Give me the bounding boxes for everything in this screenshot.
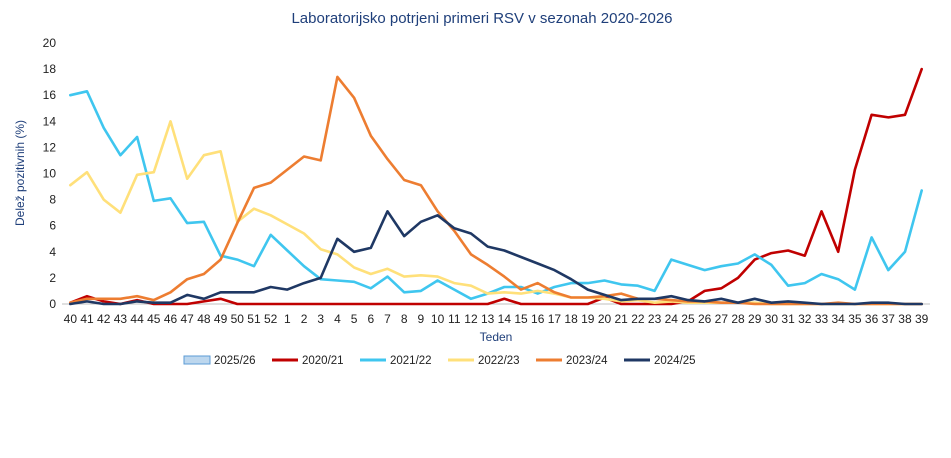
x-tick-label: 49 — [214, 312, 228, 326]
y-tick-label: 18 — [43, 62, 57, 76]
y-axis-label: Delež pozitivnih (%) — [13, 120, 27, 226]
x-tick-label: 29 — [748, 312, 762, 326]
x-tick-label: 30 — [765, 312, 779, 326]
legend-swatch — [183, 355, 211, 365]
x-tick-label: 4 — [334, 312, 341, 326]
y-tick-label: 20 — [43, 36, 57, 50]
x-tick-label: 40 — [64, 312, 78, 326]
x-tick-label: 51 — [247, 312, 261, 326]
x-tick-label: 1 — [284, 312, 291, 326]
x-tick-label: 27 — [715, 312, 729, 326]
series-line-2023-24 — [69, 75, 924, 306]
x-tick-label: 43 — [114, 312, 128, 326]
legend-label: 2025/26 — [214, 355, 256, 367]
legend-label: 2024/25 — [654, 355, 696, 367]
x-axis-label: Teden — [480, 330, 513, 344]
x-tick-label: 44 — [130, 312, 144, 326]
legend-label: 2023/24 — [566, 355, 608, 367]
x-tick-label: 48 — [197, 312, 211, 326]
x-tick-label: 7 — [384, 312, 391, 326]
x-tick-label: 23 — [648, 312, 662, 326]
y-tick-label: 14 — [43, 114, 57, 128]
y-axis: 0 2 4 6 8 10 12 14 16 18 20 — [43, 36, 57, 311]
x-tick-label: 6 — [367, 312, 374, 326]
x-tick-label: 21 — [615, 312, 629, 326]
x-tick-label: 34 — [832, 312, 846, 326]
x-tick-label: 46 — [164, 312, 178, 326]
x-tick-label: 28 — [731, 312, 745, 326]
y-tick-label: 6 — [49, 219, 56, 233]
x-tick-label: 17 — [548, 312, 562, 326]
y-tick-label: 0 — [49, 297, 56, 311]
y-tick-label: 4 — [49, 245, 56, 259]
x-tick-label: 37 — [882, 312, 896, 326]
series-line-2020-21 — [69, 67, 924, 306]
x-tick-label: 45 — [147, 312, 161, 326]
x-tick-label: 32 — [798, 312, 812, 326]
x-tick-label: 18 — [564, 312, 578, 326]
x-tick-label: 33 — [815, 312, 829, 326]
x-tick-label: 42 — [97, 312, 111, 326]
legend-label: 2022/23 — [478, 355, 520, 367]
x-tick-label: 22 — [631, 312, 645, 326]
x-tick-label: 36 — [865, 312, 879, 326]
x-tick-label: 11 — [448, 312, 461, 326]
x-tick-label: 8 — [401, 312, 408, 326]
x-tick-label: 26 — [698, 312, 712, 326]
x-tick-label: 24 — [665, 312, 679, 326]
series-layer — [69, 67, 924, 306]
x-axis: 40 41 42 43 44 45 46 47 48 49 50 51 52 1 2 3 4 5 6 7 8 9 10 11 1… — [64, 312, 929, 326]
x-tick-label: 52 — [264, 312, 278, 326]
x-tick-label: 10 — [431, 312, 445, 326]
x-tick-label: 3 — [317, 312, 324, 326]
x-tick-label: 12 — [464, 312, 478, 326]
y-tick-label: 12 — [43, 140, 57, 154]
x-tick-label: 15 — [514, 312, 528, 326]
x-tick-label: 16 — [531, 312, 545, 326]
x-tick-label: 13 — [481, 312, 495, 326]
x-tick-label: 31 — [781, 312, 795, 326]
series-line-2024-25 — [69, 210, 924, 306]
x-tick-label: 35 — [848, 312, 862, 326]
y-tick-label: 16 — [43, 88, 57, 102]
y-tick-label: 10 — [43, 167, 57, 181]
x-tick-label: 14 — [498, 312, 512, 326]
x-tick-label: 50 — [231, 312, 245, 326]
x-tick-label: 41 — [80, 312, 94, 326]
y-tick-label: 2 — [49, 271, 56, 285]
x-tick-label: 9 — [418, 312, 425, 326]
x-tick-label: 39 — [915, 312, 929, 326]
x-tick-label: 38 — [898, 312, 912, 326]
x-tick-label: 20 — [598, 312, 612, 326]
x-tick-label: 5 — [351, 312, 358, 326]
x-tick-label: 2 — [301, 312, 308, 326]
chart-title: Laboratorijsko potrjeni primeri RSV v se… — [291, 10, 672, 27]
x-tick-label: 25 — [681, 312, 695, 326]
x-tick-label: 47 — [181, 312, 195, 326]
series-line-2021-22 — [69, 90, 924, 301]
legend-label: 2021/22 — [390, 355, 432, 367]
x-tick-label: 19 — [581, 312, 595, 326]
legend-label: 2020/21 — [302, 355, 344, 367]
legend: 2025/26 2020/21 2021/22 2022/23 2023/24 2024/… — [183, 355, 696, 367]
y-tick-label: 8 — [49, 193, 56, 207]
